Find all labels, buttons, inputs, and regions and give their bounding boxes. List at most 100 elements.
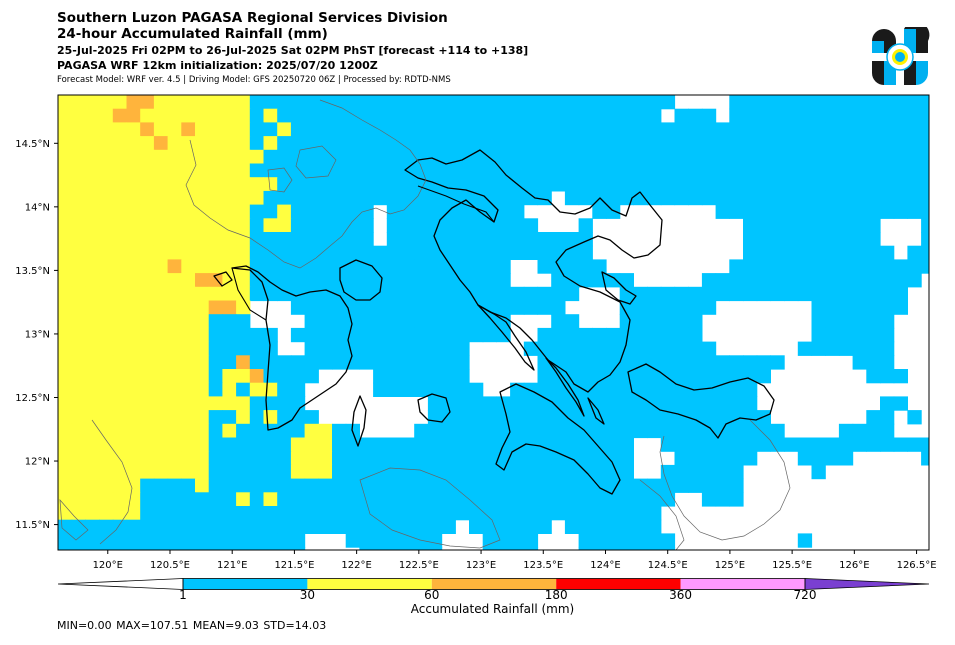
- coast-masbate: [495, 383, 621, 495]
- rainfall-cell: [222, 163, 237, 178]
- rainfall-cell: [893, 108, 908, 123]
- rainfall-cell: [400, 341, 415, 356]
- rainfall-cell: [195, 410, 210, 425]
- rainfall-cell: [852, 273, 867, 288]
- colorbar-segment: [556, 578, 681, 590]
- rainfall-cell: [99, 245, 114, 260]
- rainfall-cell: [510, 190, 525, 206]
- rainfall-cell: [99, 177, 114, 192]
- rainfall-cell: [345, 149, 360, 165]
- rainfall-cell: [140, 396, 155, 411]
- rainfall-cell: [838, 149, 854, 165]
- rainfall-cell: [701, 423, 717, 439]
- rainfall-cell: [386, 218, 402, 233]
- rainfall-cell: [153, 108, 169, 123]
- rainfall-cell: [469, 478, 484, 493]
- rainfall-cell: [797, 259, 813, 274]
- rainfall-cell: [304, 355, 319, 370]
- rainfall-cell: [469, 382, 484, 397]
- rainfall-cell: [386, 478, 402, 493]
- rainfall-cell: [277, 506, 292, 521]
- rainfall-cell: [427, 382, 443, 397]
- rainfall-cell: [222, 95, 237, 110]
- rainfall-cell: [537, 122, 552, 137]
- rainfall-cell: [660, 547, 676, 550]
- rainfall-cell: [85, 451, 100, 466]
- rainfall-cell: [277, 451, 292, 466]
- rainfall-cell: [304, 108, 319, 123]
- rainfall-cell: [592, 341, 607, 356]
- rainfall-cell: [606, 327, 621, 343]
- rainfall-cell: [112, 273, 128, 288]
- rainfall-cell: [469, 232, 484, 247]
- rainfall-cell: [811, 190, 826, 206]
- rainfall-cell: [85, 204, 100, 219]
- rainfall-cell: [386, 314, 402, 329]
- rainfall-cell: [414, 286, 429, 302]
- rainfall-cell: [893, 163, 908, 178]
- rainfall-cell: [482, 547, 497, 550]
- rainfall-cell: [893, 149, 908, 165]
- rainfall-cell: [606, 464, 621, 480]
- rainfall-cell: [427, 204, 443, 219]
- rainfall-cell: [71, 341, 86, 356]
- rainfall-cell: [564, 423, 580, 439]
- rainfall-cell: [112, 218, 128, 233]
- rainfall-cell: [537, 163, 552, 178]
- rainfall-cell: [510, 204, 525, 219]
- rainfall-cell: [770, 273, 785, 288]
- rainfall-cell: [469, 451, 484, 466]
- rainfall-cell: [167, 547, 182, 550]
- rainfall-cell: [469, 327, 484, 343]
- rainfall-cell: [564, 163, 580, 178]
- rainfall-cell: [688, 464, 703, 480]
- rainfall-cell: [222, 519, 237, 534]
- rainfall-cell: [71, 519, 86, 534]
- rainfall-cell: [797, 218, 813, 233]
- rainfall-cell: [455, 273, 470, 288]
- rainfall-cell: [236, 478, 251, 493]
- rainfall-cell: [866, 245, 881, 260]
- rainfall-cell: [606, 451, 621, 466]
- rainfall-cell: [688, 314, 703, 329]
- rainfall-cell: [332, 245, 347, 260]
- rainfall-cell: [249, 218, 265, 233]
- rainfall-cell: [441, 355, 456, 370]
- rainfall-cell: [140, 464, 155, 480]
- rainfall-cell: [523, 232, 539, 247]
- rainfall-cell: [441, 327, 456, 343]
- rainfall-cell: [496, 245, 511, 260]
- rainfall-cell: [743, 136, 758, 151]
- rainfall-cell: [99, 136, 114, 151]
- rainfall-cell: [880, 286, 895, 302]
- rainfall-cell: [181, 369, 196, 384]
- rainfall-cell: [99, 108, 114, 123]
- coast-mindoro: [231, 265, 353, 431]
- rainfall-cell: [58, 177, 73, 192]
- colorbar-title: Accumulated Rainfall (mm): [410, 602, 575, 616]
- rainfall-cell: [290, 369, 306, 384]
- rainfall-cell: [523, 396, 539, 411]
- rainfall-cell: [153, 519, 169, 534]
- rainfall-cell: [236, 204, 251, 219]
- lat-tick-label: 13.5°N: [15, 266, 50, 277]
- rainfall-cell: [318, 506, 333, 521]
- rainfall-cell: [153, 355, 169, 370]
- rainfall-cell: [140, 410, 155, 425]
- rainfall-cell: [85, 163, 100, 178]
- rainfall-cell: [482, 136, 497, 151]
- rainfall-cell: [441, 149, 456, 165]
- rainfall-cell: [866, 327, 881, 343]
- rainfall-cell: [606, 506, 621, 521]
- rainfall-cell: [551, 437, 566, 452]
- rainfall-cell: [647, 300, 662, 315]
- rainfall-cell: [373, 437, 388, 452]
- rainfall-cell: [469, 95, 484, 110]
- rainfall-cell: [222, 341, 237, 356]
- rainfall-cell: [496, 492, 511, 507]
- rainfall-cell: [743, 149, 758, 165]
- rainfall-cell: [345, 218, 360, 233]
- rainfall-cell: [701, 136, 717, 151]
- rainfall-cell: [496, 136, 511, 151]
- rainfall-cell: [469, 396, 484, 411]
